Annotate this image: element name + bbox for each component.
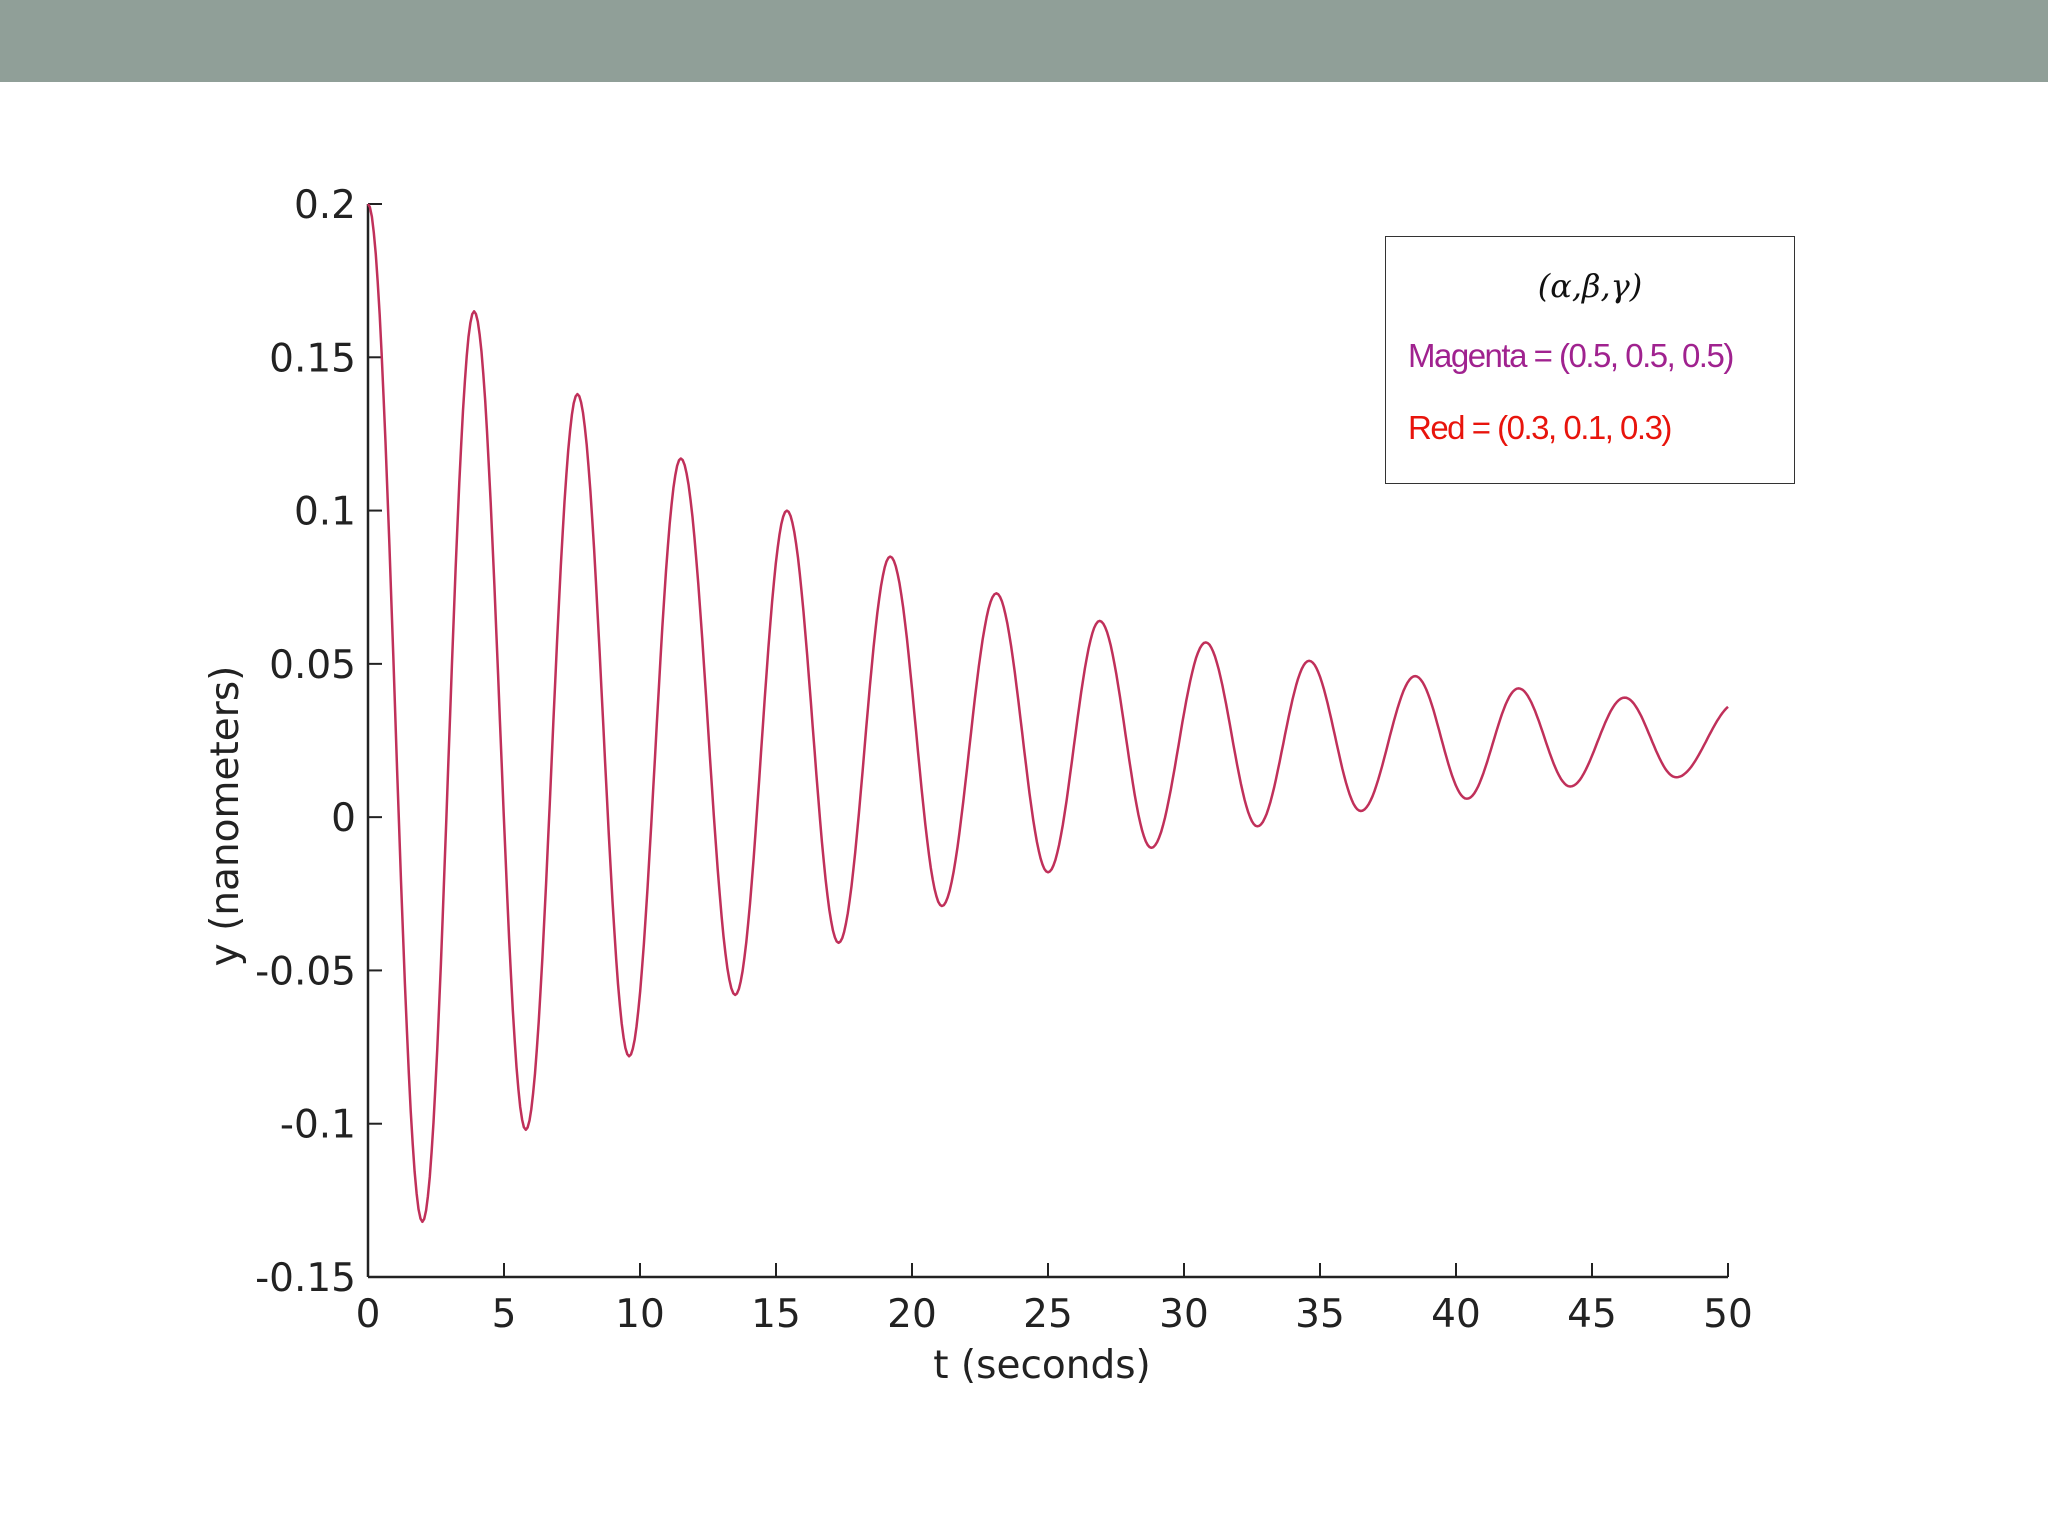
x-tick-label: 20 (887, 1292, 937, 1337)
x-tick-label: 45 (1567, 1292, 1617, 1337)
series-layer (366, 203, 1729, 1224)
legend-entry-magenta: Magenta = (0.5, 0.5, 0.5) (1408, 337, 1734, 374)
axis-ticks: 0 5 10 15 20 25 30 35 40 45 50 0.2 0.15 0.1 0.05 0 -0.05… (255, 183, 1753, 1337)
x-tick-label: 0 (356, 1292, 381, 1337)
y-tick-label: 0.15 (269, 336, 356, 381)
x-tick-label: 40 (1431, 1292, 1481, 1337)
x-tick-label: 25 (1023, 1292, 1073, 1337)
x-axis-label: t (seconds) (933, 1343, 1151, 1388)
x-tick-label: 5 (492, 1292, 517, 1337)
legend: (α,β,γ) Magenta = (0.5, 0.5, 0.5) Red = … (1385, 236, 1795, 484)
legend-entry-red: Red = (0.3, 0.1, 0.3) (1408, 409, 1672, 446)
x-tick-label: 15 (751, 1292, 801, 1337)
slide-header-band (0, 0, 2048, 82)
y-tick-label: 0.05 (269, 643, 356, 688)
x-tick-label: 10 (615, 1292, 665, 1337)
x-tick-label: 50 (1703, 1292, 1753, 1337)
x-tick-label: 35 (1295, 1292, 1345, 1337)
y-tick-label: 0 (331, 796, 356, 841)
y-tick-label: -0.05 (255, 949, 356, 994)
y-tick-label: -0.15 (255, 1256, 356, 1301)
legend-header: (α,β,γ) (1537, 267, 1643, 305)
series-line-0 (366, 203, 1729, 1224)
y-tick-label: 0.2 (294, 183, 356, 228)
y-axis-label: y (nanometers) (203, 666, 248, 967)
y-tick-label: 0.1 (294, 490, 356, 535)
y-tick-label: -0.1 (280, 1103, 356, 1148)
x-tick-label: 30 (1159, 1292, 1209, 1337)
